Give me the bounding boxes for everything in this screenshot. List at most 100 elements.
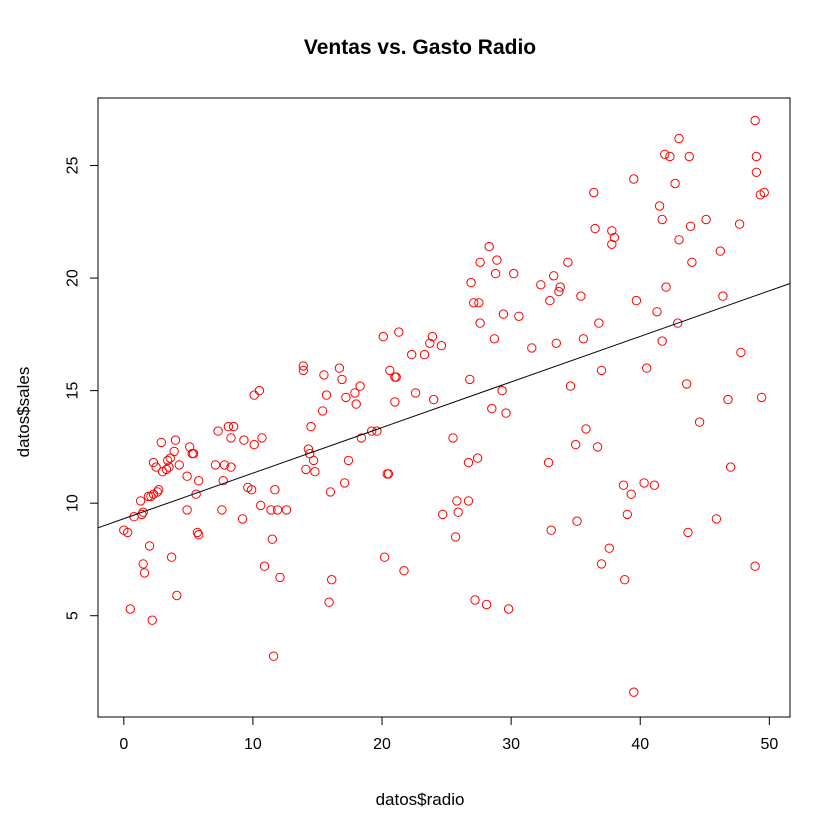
data-point	[489, 334, 500, 344]
data-point	[161, 464, 172, 475]
data-point	[723, 394, 733, 405]
data-point	[327, 575, 337, 585]
data-point	[626, 489, 636, 499]
data-point	[639, 478, 649, 488]
data-point	[394, 327, 404, 337]
data-point	[701, 214, 711, 225]
data-point	[267, 534, 277, 544]
data-point	[592, 442, 603, 452]
x-axis: 0 10 20 30 40 50	[119, 716, 778, 753]
data-point	[756, 392, 767, 403]
data-point	[135, 496, 146, 506]
data-point	[217, 505, 227, 515]
data-point	[604, 543, 614, 553]
data-point	[503, 604, 514, 614]
data-point	[378, 331, 388, 342]
data-point	[684, 151, 694, 162]
data-point	[143, 491, 154, 502]
data-point	[410, 388, 421, 398]
data-point	[319, 370, 329, 380]
y-tick-label: 5	[65, 611, 82, 620]
data-point	[670, 178, 680, 189]
data-point	[194, 476, 204, 486]
y-tick-label: 10	[65, 494, 82, 512]
data-point	[390, 397, 400, 407]
data-point	[751, 167, 762, 178]
data-point	[725, 462, 736, 472]
data-point	[427, 331, 438, 342]
data-point	[578, 334, 589, 344]
data-point	[463, 496, 474, 506]
data-point	[166, 552, 177, 562]
data-point	[339, 478, 350, 488]
data-point	[629, 687, 639, 697]
data-point	[334, 363, 345, 373]
data-point	[123, 527, 133, 538]
data-point	[324, 597, 334, 607]
data-point	[425, 338, 435, 348]
data-point	[256, 500, 266, 511]
data-point	[343, 455, 354, 466]
data-point	[151, 462, 161, 472]
chart-title: Ventas vs. Gasto Radio	[303, 36, 537, 59]
data-point	[301, 464, 311, 475]
data-point	[609, 232, 620, 243]
data-point	[137, 509, 147, 520]
data-point	[182, 505, 192, 515]
data-point	[438, 509, 448, 520]
data-point	[631, 295, 642, 306]
data-point	[661, 282, 671, 292]
data-point	[351, 399, 361, 409]
data-point	[734, 219, 745, 229]
data-point	[750, 561, 760, 571]
data-point	[487, 403, 497, 414]
data-point	[470, 595, 480, 605]
data-point	[453, 507, 463, 517]
data-point	[385, 365, 395, 376]
data-point	[172, 590, 182, 601]
data-point	[554, 286, 564, 297]
data-point	[718, 291, 728, 301]
data-point	[308, 455, 319, 466]
y-tick-label: 25	[65, 157, 82, 175]
data-point	[317, 406, 328, 416]
data-point	[674, 235, 684, 245]
data-point	[607, 239, 617, 250]
data-point	[543, 457, 554, 468]
x-tick-label: 30	[502, 736, 520, 753]
data-point	[654, 201, 665, 211]
data-point	[498, 309, 509, 319]
data-point	[589, 187, 599, 198]
data-point	[607, 226, 617, 236]
data-point	[536, 280, 546, 290]
data-point	[527, 343, 537, 353]
data-point	[174, 460, 185, 470]
data-point	[257, 433, 267, 443]
data-point	[618, 480, 629, 490]
y-axis: 5 10 15 20 25	[65, 157, 99, 620]
data-point	[474, 298, 484, 308]
data-point	[188, 448, 199, 459]
data-point	[223, 421, 234, 432]
data-point	[448, 433, 458, 443]
data-point	[657, 214, 667, 225]
data-point	[226, 462, 236, 472]
data-point	[546, 525, 556, 535]
data-point	[169, 446, 179, 457]
data-point	[484, 241, 494, 252]
data-point	[391, 372, 401, 382]
data-point	[751, 151, 762, 162]
data-point	[228, 421, 239, 432]
data-point	[192, 527, 203, 538]
data-point	[429, 394, 439, 405]
data-point	[325, 487, 336, 497]
data-point	[490, 268, 501, 279]
x-tick-label: 50	[760, 736, 778, 753]
data-point	[694, 417, 705, 427]
data-point	[674, 133, 684, 144]
data-point	[213, 426, 223, 436]
y-tick-label: 20	[65, 269, 82, 287]
x-tick-label: 20	[373, 736, 391, 753]
data-point	[545, 295, 555, 306]
